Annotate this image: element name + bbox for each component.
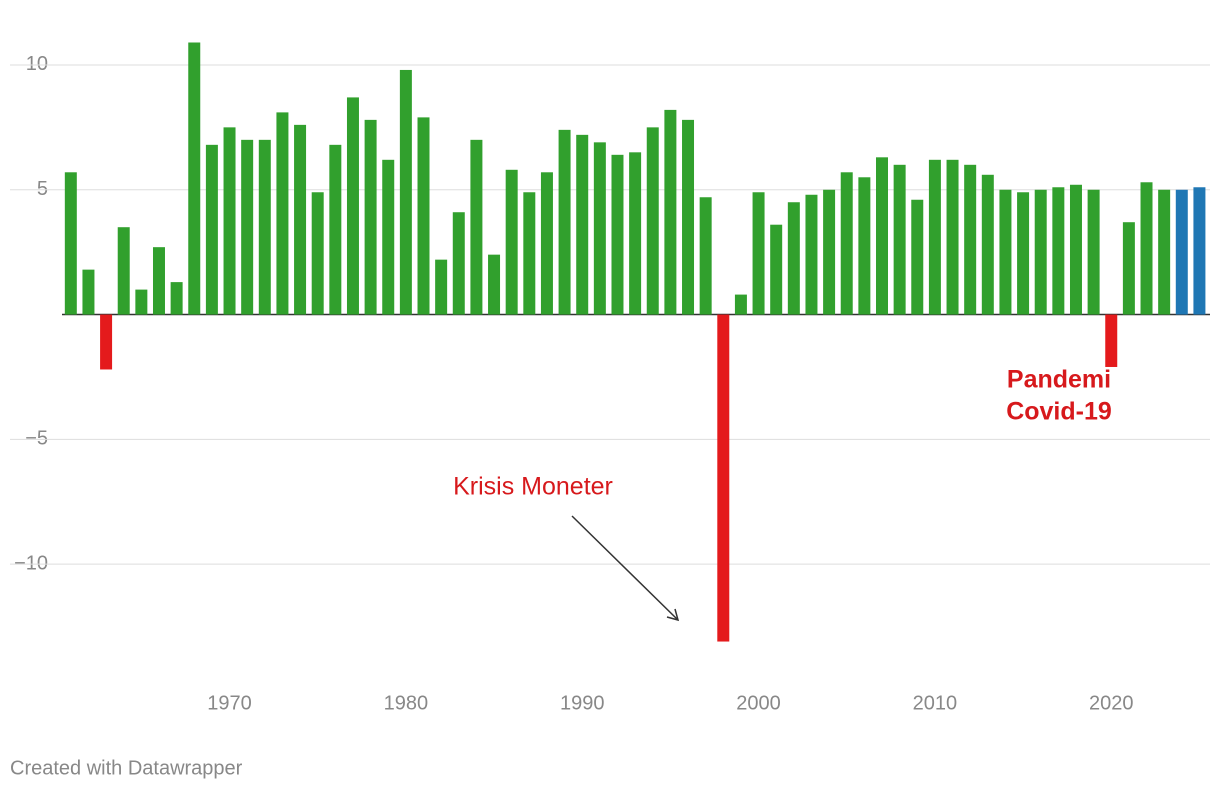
y-tick-label: 5 (37, 178, 48, 200)
bar (452, 212, 465, 315)
bar (1034, 189, 1047, 315)
bar (1140, 182, 1153, 315)
bar (1158, 189, 1171, 315)
annotation: Krisis Moneter (453, 473, 613, 501)
bar (858, 177, 871, 315)
bar (682, 119, 695, 315)
bar (893, 164, 906, 315)
bar (1122, 222, 1135, 315)
y-tick-label: −5 (25, 428, 48, 450)
bar (1105, 314, 1118, 367)
x-tick-label: 1990 (560, 692, 605, 714)
bar (276, 112, 289, 315)
bar (117, 227, 130, 315)
bar (1175, 189, 1188, 315)
y-tick-label: 10 (26, 53, 48, 75)
bar (364, 119, 377, 315)
bar (100, 314, 113, 370)
bar (346, 97, 359, 315)
bar (770, 224, 783, 315)
bar (999, 189, 1012, 315)
bar (294, 124, 307, 315)
bar (1017, 192, 1030, 315)
x-tick-label: 2000 (736, 692, 781, 714)
bar (1087, 189, 1100, 315)
bar (928, 159, 941, 315)
footer: Created with Datawrapper (10, 757, 243, 779)
y-tick-label: −10 (14, 552, 48, 574)
bar (805, 194, 818, 315)
x-tick-label: 1980 (384, 692, 429, 714)
bar (1052, 187, 1065, 315)
bar (946, 159, 959, 315)
annotation-arrow (571, 515, 679, 621)
bar (593, 142, 606, 315)
annotation: Covid-19 (1006, 398, 1112, 426)
bar (876, 157, 888, 315)
bar (241, 139, 254, 315)
bar (540, 172, 553, 315)
bar (734, 294, 747, 315)
bar (64, 172, 77, 315)
arrow-head (666, 608, 680, 622)
x-tick-label: 2010 (913, 692, 958, 714)
bar (981, 174, 994, 315)
bar (752, 192, 765, 315)
bar (329, 144, 342, 315)
bar (505, 169, 518, 315)
bar (646, 127, 659, 315)
bar (417, 117, 430, 315)
bar (1069, 184, 1082, 315)
bar (787, 202, 800, 315)
bar (311, 192, 324, 315)
bar (399, 69, 412, 315)
bar (558, 129, 571, 315)
bar (258, 139, 271, 315)
bar (205, 144, 218, 315)
bar (470, 139, 483, 315)
bar (664, 109, 677, 315)
bar (188, 42, 201, 315)
bar (488, 254, 501, 315)
bar (152, 247, 165, 315)
bar (699, 197, 712, 315)
bar (1193, 187, 1206, 315)
bar (135, 289, 148, 315)
bar (576, 134, 589, 315)
bar (964, 164, 977, 315)
bar (523, 192, 536, 315)
bar (823, 189, 836, 315)
bar (911, 199, 924, 315)
bar (170, 282, 183, 315)
annotation: Pandemi (1007, 366, 1111, 394)
bar (629, 152, 642, 315)
x-tick-label: 2020 (1089, 692, 1134, 714)
x-tick-label: 1970 (207, 692, 252, 714)
bar (223, 127, 236, 315)
bar (382, 159, 395, 315)
bar (840, 172, 853, 315)
bar (435, 259, 448, 315)
bar (611, 154, 624, 315)
bar (82, 269, 95, 315)
bar (717, 314, 730, 642)
